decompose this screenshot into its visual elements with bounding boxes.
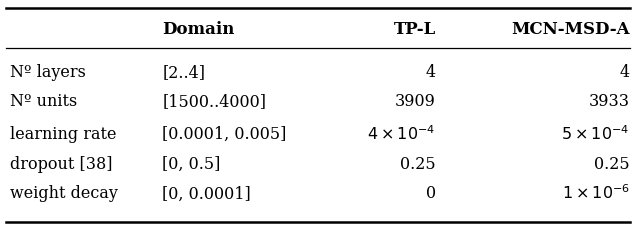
Text: [1500..4000]: [1500..4000] [162, 93, 266, 110]
Text: [0.0001, 0.005]: [0.0001, 0.005] [162, 126, 287, 143]
Text: 0.25: 0.25 [400, 156, 436, 173]
Text: 0: 0 [425, 185, 436, 203]
Text: learning rate: learning rate [10, 126, 116, 143]
Text: Domain: Domain [162, 21, 235, 38]
Text: [0, 0.0001]: [0, 0.0001] [162, 185, 251, 203]
Text: MCN-MSD-A: MCN-MSD-A [511, 21, 630, 38]
Text: weight decay: weight decay [10, 185, 118, 203]
Text: $5 \times 10^{-4}$: $5 \times 10^{-4}$ [562, 125, 630, 144]
Text: TP-L: TP-L [394, 21, 436, 38]
Text: 0.25: 0.25 [594, 156, 630, 173]
Text: dropout [38]: dropout [38] [10, 156, 112, 173]
Text: Nº units: Nº units [10, 93, 77, 110]
Text: $4 \times 10^{-4}$: $4 \times 10^{-4}$ [368, 125, 436, 144]
Text: 4: 4 [619, 64, 630, 81]
Text: Nº layers: Nº layers [10, 64, 85, 81]
Text: 3909: 3909 [395, 93, 436, 110]
Text: $1 \times 10^{-6}$: $1 \times 10^{-6}$ [562, 185, 630, 203]
Text: 3933: 3933 [589, 93, 630, 110]
Text: [0, 0.5]: [0, 0.5] [162, 156, 221, 173]
Text: [2..4]: [2..4] [162, 64, 205, 81]
Text: 4: 4 [425, 64, 436, 81]
